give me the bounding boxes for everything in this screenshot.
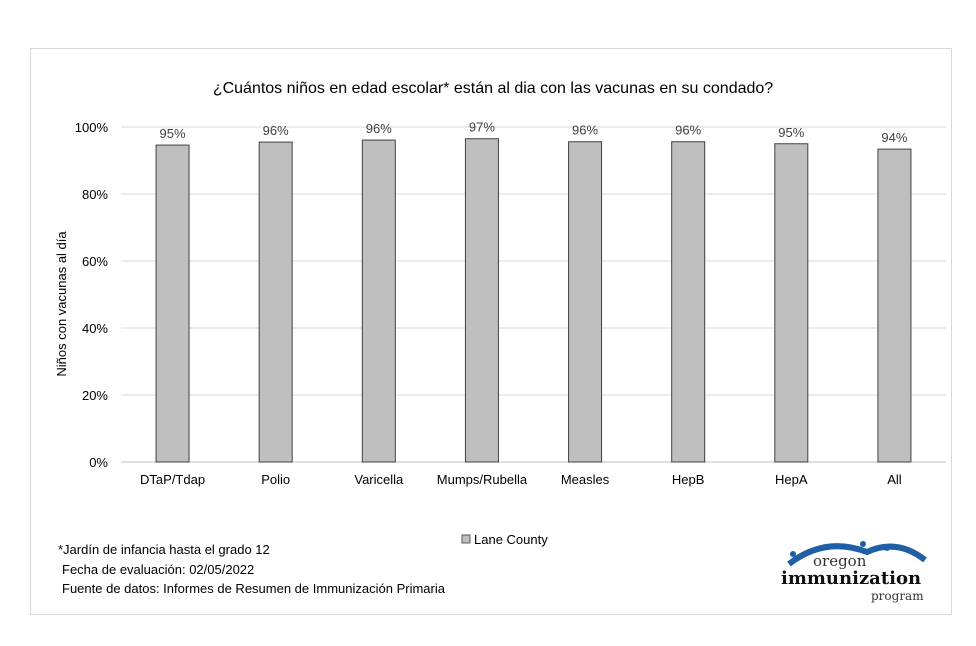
oregon-immunization-logo: oregon immunization program xyxy=(775,538,935,606)
data-label: 95% xyxy=(160,126,186,141)
data-label: 96% xyxy=(572,123,598,138)
legend-swatch xyxy=(461,534,471,544)
y-tick-label: 60% xyxy=(82,254,108,269)
x-tick-label: Measles xyxy=(561,472,610,487)
logo-text-immunization: immunization xyxy=(781,568,922,589)
logo-text-program: program xyxy=(871,589,924,603)
data-label: 96% xyxy=(263,123,289,138)
x-tick-label: Polio xyxy=(261,472,290,487)
logo-arc-icon xyxy=(787,541,927,567)
x-tick-label: DTaP/Tdap xyxy=(140,472,205,487)
bar xyxy=(464,138,499,463)
bar xyxy=(877,148,912,463)
bar xyxy=(361,139,396,463)
y-tick-label: 100% xyxy=(75,120,109,135)
bar xyxy=(774,143,809,463)
data-label: 97% xyxy=(469,120,495,135)
footnote-date: Fecha de evaluación: 02/05/2022 xyxy=(62,562,255,577)
y-tick-label: 20% xyxy=(82,388,108,403)
footnote-source: Fuente de datos: Informes de Resumen de … xyxy=(62,581,445,596)
y-tick-label: 40% xyxy=(82,321,108,336)
bar xyxy=(568,141,603,463)
chart-frame xyxy=(30,48,952,615)
bar xyxy=(671,141,706,463)
x-tick-label: Mumps/Rubella xyxy=(437,472,528,487)
data-label: 95% xyxy=(778,125,804,140)
legend-label: Lane County xyxy=(474,532,548,547)
x-tick-label: All xyxy=(887,472,902,487)
chart-title: ¿Cuántos niños en edad escolar* están al… xyxy=(213,80,773,97)
logo-text-oregon: oregon xyxy=(813,552,867,570)
data-label: 94% xyxy=(881,130,907,145)
x-tick-label: Varicella xyxy=(354,472,404,487)
bar xyxy=(258,141,293,463)
bar xyxy=(155,144,190,463)
data-label: 96% xyxy=(366,121,392,136)
data-label: 96% xyxy=(675,123,701,138)
y-tick-label: 80% xyxy=(82,187,108,202)
y-tick-label: 0% xyxy=(89,455,108,470)
x-tick-label: HepB xyxy=(672,472,705,487)
y-axis-label: Niños con vacunas al día xyxy=(54,231,69,377)
x-tick-label: HepA xyxy=(775,472,808,487)
footnote-grade: *Jardín de infancia hasta el grado 12 xyxy=(58,542,270,557)
